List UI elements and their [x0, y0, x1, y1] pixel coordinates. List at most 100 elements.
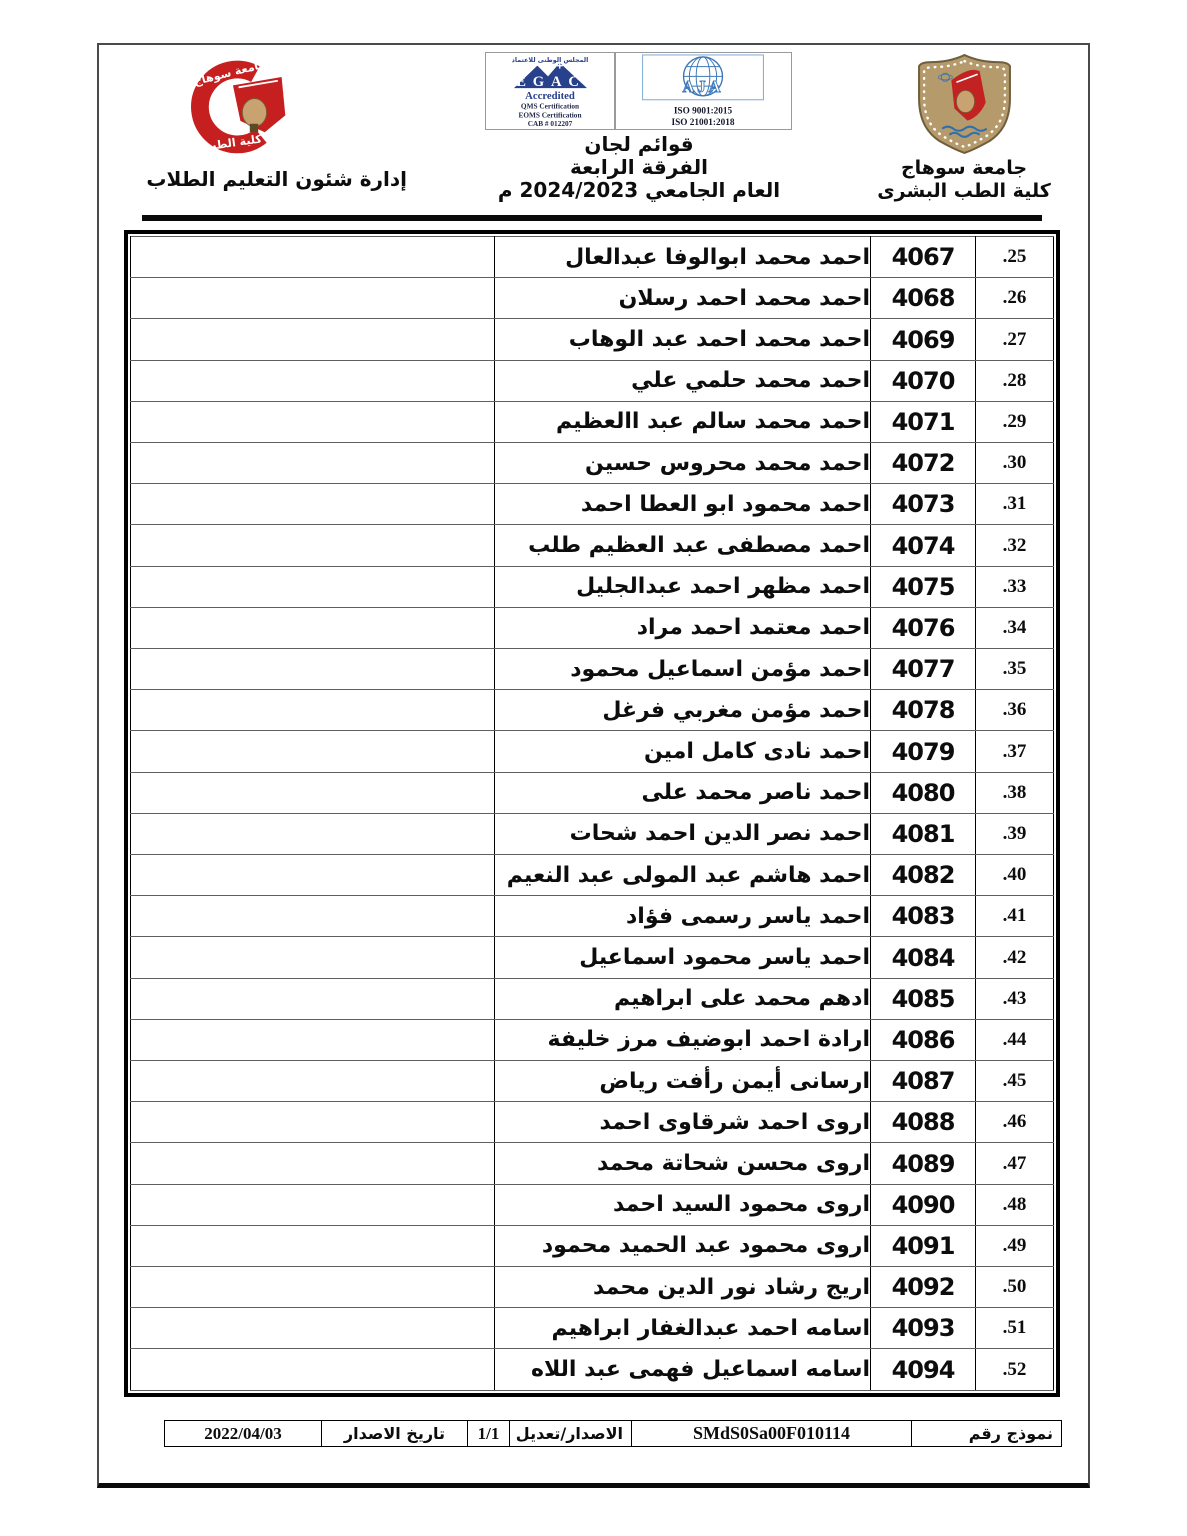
- blank-cell: [130, 895, 495, 938]
- row-number: 37.: [975, 730, 1054, 773]
- row-number: 47.: [975, 1142, 1054, 1185]
- student-id: 4093: [870, 1307, 976, 1350]
- table-row: 28. 4070 احمد محمد حلمي علي: [130, 359, 1054, 402]
- blank-cell: [130, 812, 495, 856]
- row-number: 32.: [975, 524, 1054, 567]
- student-id: 4089: [870, 1142, 976, 1185]
- student-id: 4080: [870, 771, 976, 814]
- table-row: 26. 4068 احمد محمد احمد رسلان: [130, 277, 1054, 320]
- row-number: 43.: [975, 977, 1054, 1020]
- student-id: 4081: [870, 812, 976, 856]
- egac-accreditation-logo: المجلس الوطنى للاعتماد EGAC Accredited Q…: [485, 52, 615, 130]
- row-number: 44.: [975, 1018, 1054, 1062]
- row-number: 30.: [975, 442, 1054, 485]
- blank-cell: [130, 359, 495, 402]
- student-name: احمد محمود ابو العطا احمد: [494, 483, 871, 526]
- form-info-table: نموذج رقم SMdS0Sa00F010114 الاصدار/تعديل…: [164, 1420, 1062, 1447]
- student-table: 25. 4067 احمد محمد ابوالوفا عبدالعال 26.…: [130, 235, 1054, 1391]
- student-name: اسامه احمد عبدالغفار ابراهيم: [494, 1307, 871, 1350]
- student-id: 4069: [870, 318, 976, 361]
- student-id: 4075: [870, 565, 976, 608]
- blank-cell: [130, 235, 495, 279]
- table-row: 40. 4082 احمد هاشم عبد المولى عبد النعيم: [130, 854, 1054, 897]
- student-name: احمد معتمد احمد مراد: [494, 606, 871, 650]
- student-id: 4086: [870, 1018, 976, 1062]
- table-row: 47. 4089 اروى محسن شحاتة محمد: [130, 1142, 1054, 1185]
- table-row: 25. 4067 احمد محمد ابوالوفا عبدالعال: [130, 235, 1054, 279]
- blank-cell: [130, 936, 495, 979]
- document-titles: قوائم لجان الفرقة الرابعة العام الجامعي …: [479, 133, 799, 202]
- row-number: 35.: [975, 648, 1054, 691]
- egac-logo-graphic: المجلس الوطنى للاعتماد EGAC Accredited Q…: [512, 57, 589, 128]
- table-row: 39. 4081 احمد نصر الدين احمد شحات: [130, 812, 1054, 856]
- issue-revision-value: 1/1: [467, 1420, 510, 1447]
- aja-logo-graphic: AJA ISO 9001:2015 ISO 21001:2018: [642, 54, 764, 128]
- student-name: اروى محسن شحاتة محمد: [494, 1142, 871, 1185]
- student-id: 4078: [870, 689, 976, 732]
- student-id: 4074: [870, 524, 976, 567]
- form-number-value: SMdS0Sa00F010114: [631, 1420, 912, 1447]
- student-name: اسامه اسماعيل فهمى عبد اللاه: [494, 1348, 871, 1391]
- blank-cell: [130, 606, 495, 650]
- university-name: جامعة سوهاج: [900, 157, 1028, 179]
- student-name: احمد محمد حلمي علي: [494, 359, 871, 402]
- blank-cell: [130, 977, 495, 1020]
- title-committee-lists: قوائم لجان: [584, 132, 694, 156]
- blank-cell: [130, 1018, 495, 1062]
- blank-cell: [130, 400, 495, 444]
- blank-cell: [130, 565, 495, 608]
- row-number: 48.: [975, 1183, 1054, 1226]
- table-row: 36. 4078 احمد مؤمن مغربي فرغل: [130, 689, 1054, 732]
- student-name: احمد نصر الدين احمد شحات: [494, 812, 871, 856]
- row-number: 38.: [975, 771, 1054, 814]
- row-number: 40.: [975, 854, 1054, 897]
- table-row: 48. 4090 اروى محمود السيد احمد: [130, 1183, 1054, 1226]
- table-row: 31. 4073 احمد محمود ابو العطا احمد: [130, 483, 1054, 526]
- student-id: 4071: [870, 400, 976, 444]
- student-name: احمد محمد ابوالوفا عبدالعال: [494, 235, 871, 279]
- egac-cert-line2: EOMS Certification: [518, 110, 581, 119]
- issue-revision-label: الاصدار/تعديل: [509, 1420, 632, 1447]
- student-name: احمد ناصر محمد على: [494, 771, 871, 814]
- student-id: 4085: [870, 977, 976, 1020]
- egac-cert-line1: QMS Certification: [521, 102, 579, 111]
- student-name: ادهم محمد على ابراهيم: [494, 977, 871, 1020]
- table-row: 51. 4093 اسامه احمد عبدالغفار ابراهيم: [130, 1307, 1054, 1350]
- page-border: جامعة سوهاج كلية الطب إدارة شئون التعليم…: [97, 43, 1090, 1488]
- student-id: 4072: [870, 442, 976, 485]
- student-id: 4088: [870, 1101, 976, 1144]
- student-name: اريج رشاد نور الدين محمد: [494, 1266, 871, 1309]
- aja-registrars-logo: AJA ISO 9001:2015 ISO 21001:2018: [615, 52, 792, 130]
- blank-cell: [130, 318, 495, 361]
- table-row: 29. 4071 احمد محمد سالم عبد االعظيم: [130, 400, 1054, 444]
- blank-cell: [130, 730, 495, 773]
- table-row: 33. 4075 احمد مظهر احمد عبدالجليل: [130, 565, 1054, 608]
- egac-cert-line3: CAB # 012207: [528, 119, 573, 128]
- student-id: 4082: [870, 854, 976, 897]
- blank-cell: [130, 648, 495, 691]
- row-number: 31.: [975, 483, 1054, 526]
- title-fourth-year: الفرقة الرابعة: [570, 155, 708, 179]
- table-row: 42. 4084 احمد ياسر محمود اسماعيل: [130, 936, 1054, 979]
- row-number: 42.: [975, 936, 1054, 979]
- table-row: 35. 4077 احمد مؤمن اسماعيل محمود: [130, 648, 1054, 691]
- issue-date-label: تاريخ الاصدار: [321, 1420, 468, 1447]
- table-row: 52. 4094 اسامه اسماعيل فهمى عبد اللاه: [130, 1348, 1054, 1391]
- table-row: 32. 4074 احمد مصطفى عبد العظيم طلب: [130, 524, 1054, 567]
- table-row: 37. 4079 احمد نادى كامل امين: [130, 730, 1054, 773]
- shield-logo-graphic: [918, 53, 1011, 155]
- student-name: احمد ياسر رسمى فؤاد: [494, 895, 871, 938]
- table-row: 41. 4083 احمد ياسر رسمى فؤاد: [130, 895, 1054, 938]
- department-caption: إدارة شئون التعليم الطلاب: [146, 167, 407, 191]
- header-divider-rule: [142, 215, 1042, 221]
- row-number: 52.: [975, 1348, 1054, 1391]
- crescent-logo-graphic: جامعة سوهاج كلية الطب: [191, 57, 286, 153]
- student-id: 4077: [870, 648, 976, 691]
- row-number: 45.: [975, 1060, 1054, 1103]
- student-name: احمد ياسر محمود اسماعيل: [494, 936, 871, 979]
- blank-cell: [130, 1348, 495, 1391]
- aja-iso-line1: ISO 9001:2015: [674, 106, 733, 116]
- student-id: 4094: [870, 1348, 976, 1391]
- student-name: اروى محمود عبد الحميد محمود: [494, 1224, 871, 1268]
